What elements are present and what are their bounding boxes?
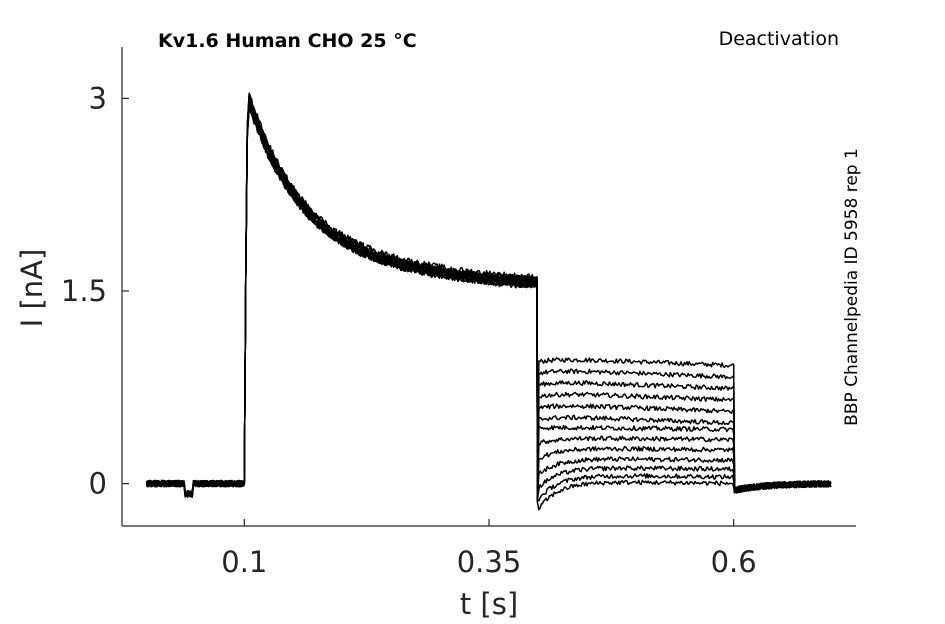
current-trace-9 [145,95,832,498]
current-trace-12 [146,106,832,502]
current-trace-7 [145,93,832,498]
y-ticks: 01.53 [61,81,129,501]
x-ticks: 0.1 0.35 0.6 [221,519,757,579]
current-trace-4 [145,92,832,498]
x-tick-label: 0.1 [221,545,267,579]
current-trace-6 [145,98,832,498]
current-trace-11 [145,92,832,501]
current-trace-13 [146,96,832,511]
current-trace-8 [146,102,832,498]
y-tick-label: 3 [89,81,107,115]
x-tick-label: 0.35 [457,545,522,579]
source-label: BBP Channelpedia ID 5958 rep 1 [842,148,862,426]
current-trace-3 [145,104,832,498]
y-tick-label: 1.5 [61,274,107,308]
protocol-label: Deactivation [719,28,839,50]
x-axis-label: t [s] [460,587,518,621]
y-tick-label: 0 [89,467,107,501]
current-trace-10 [145,101,832,499]
chart-title: Kv1.6 Human CHO 25 °C [158,30,417,52]
y-axis-label: I [nA] [15,249,49,328]
current-trace-5 [145,102,832,498]
x-tick-label: 0.6 [711,545,757,579]
traces [145,92,832,511]
current-trace-2 [145,99,832,496]
current-trace-1 [145,93,832,497]
